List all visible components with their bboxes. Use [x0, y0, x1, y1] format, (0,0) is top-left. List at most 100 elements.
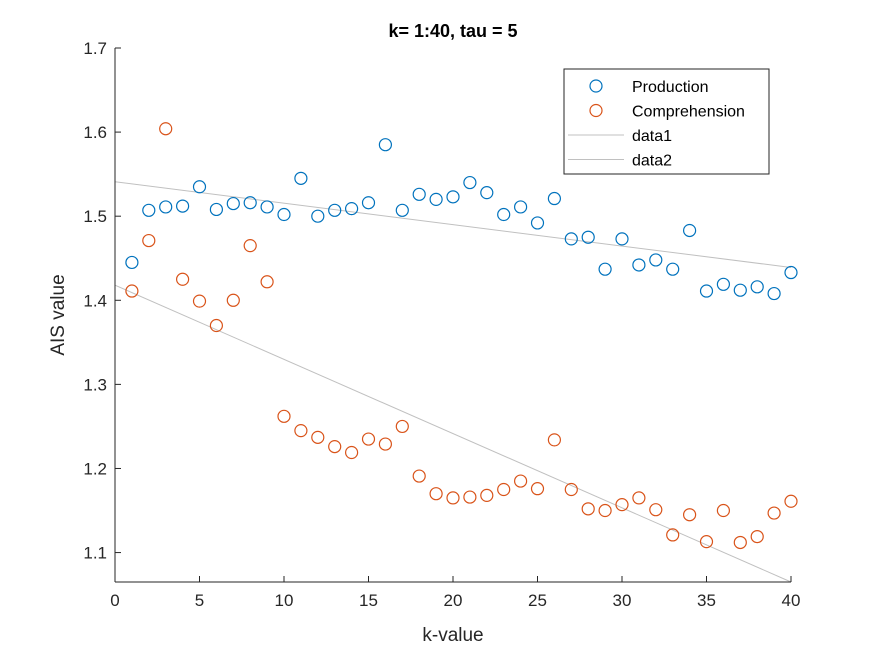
production-point: [750, 280, 764, 294]
production-point: [564, 232, 578, 246]
production-point: [666, 262, 680, 276]
production-point: [716, 277, 731, 291]
series-comprehension: [125, 122, 798, 550]
comprehension-point: [159, 122, 173, 136]
x-tick-label: 10: [275, 591, 294, 610]
x-tick-label: 35: [697, 591, 716, 610]
production-point: [632, 258, 646, 272]
production-point: [615, 232, 629, 246]
comprehension-point: [784, 494, 798, 508]
production-point: [412, 187, 426, 201]
y-tick-label: 1.3: [83, 375, 107, 394]
production-point: [513, 200, 528, 214]
comprehension-point: [378, 437, 392, 451]
production-point: [784, 265, 798, 280]
comprehension-point: [176, 272, 190, 286]
production-point: [699, 284, 714, 298]
comprehension-point: [480, 488, 494, 502]
comprehension-point: [497, 482, 511, 497]
legend: Production Comprehension data1 data2: [563, 68, 770, 175]
x-axis-label: k-value: [422, 625, 483, 646]
production-point: [598, 262, 612, 276]
production-point: [767, 286, 781, 301]
y-axis-label: AIS value: [48, 274, 69, 355]
production-point: [159, 200, 173, 214]
production-point: [378, 138, 392, 152]
comprehension-point: [294, 424, 308, 438]
comprehension-point: [463, 490, 477, 504]
legend-entry-label: Production: [632, 79, 709, 96]
comprehension-point: [260, 275, 274, 289]
comprehension-point: [615, 498, 629, 512]
x-tick-label: 20: [444, 591, 463, 610]
production-point: [497, 207, 511, 222]
production-point: [176, 199, 190, 213]
comprehension-point: [429, 487, 443, 501]
production-point: [142, 203, 156, 217]
comprehension-point: [125, 284, 139, 298]
x-tick-label: 0: [110, 591, 119, 610]
production-point: [277, 207, 291, 222]
production-point: [530, 216, 545, 230]
x-tick-label: 5: [195, 591, 204, 610]
production-point: [446, 190, 460, 204]
comprehension-point: [547, 433, 562, 447]
y-tick-label: 1.6: [83, 123, 107, 142]
comprehension-point: [699, 535, 714, 549]
production-point: [480, 186, 494, 200]
production-point: [192, 180, 207, 194]
x-ticks: 0 5 10 15 20 25 30 35 40: [110, 576, 800, 610]
comprehension-point: [649, 503, 663, 517]
comprehension-point: [361, 432, 376, 446]
comprehension-point: [243, 239, 257, 253]
y-tick-label: 1.2: [83, 459, 107, 478]
comprehension-point: [716, 503, 731, 518]
production-point: [361, 196, 376, 210]
legend-marker-swatch: [589, 79, 603, 93]
comprehension-point: [682, 508, 697, 522]
production-point: [429, 192, 443, 206]
comprehension-point: [767, 506, 781, 520]
production-point: [226, 196, 240, 211]
comprehension-point: [209, 318, 223, 333]
legend-box: [563, 68, 770, 175]
production-point: [328, 203, 342, 217]
y-tick-label: 1.4: [83, 291, 107, 310]
comprehension-point: [666, 528, 680, 542]
comprehension-point: [311, 430, 325, 444]
series-production: [125, 138, 798, 301]
comprehension-point: [733, 535, 747, 550]
y-tick-label: 1.7: [83, 39, 107, 58]
comprehension-point: [446, 491, 460, 505]
legend-marker-swatch: [589, 103, 603, 118]
comprehension-point: [750, 529, 764, 544]
production-point: [260, 200, 274, 214]
comprehension-point: [632, 491, 646, 505]
production-point: [581, 230, 595, 244]
comprehension-point: [564, 482, 578, 497]
legend-entry-label: Comprehension: [632, 104, 745, 121]
production-point: [463, 175, 477, 190]
comprehension-point: [328, 440, 342, 454]
comprehension-point: [395, 419, 409, 434]
production-point: [547, 191, 562, 206]
production-point: [125, 255, 139, 270]
production-point: [209, 202, 223, 217]
production-point: [311, 209, 325, 223]
data-markers: [125, 122, 798, 550]
production-point: [682, 223, 697, 238]
comprehension-point: [226, 293, 240, 307]
comprehension-point: [581, 502, 595, 516]
comprehension-point: [598, 503, 612, 518]
y-tick-label: 1.1: [83, 544, 107, 563]
production-point: [294, 171, 308, 185]
x-tick-label: 30: [613, 591, 632, 610]
legend-entry-label: data2: [632, 153, 672, 170]
fit-line-data1: [114, 181, 792, 268]
comprehension-point: [142, 233, 156, 248]
production-point: [345, 202, 359, 216]
comprehension-point: [345, 445, 359, 460]
y-tick-label: 1.5: [83, 207, 107, 226]
x-tick-label: 40: [782, 591, 801, 610]
